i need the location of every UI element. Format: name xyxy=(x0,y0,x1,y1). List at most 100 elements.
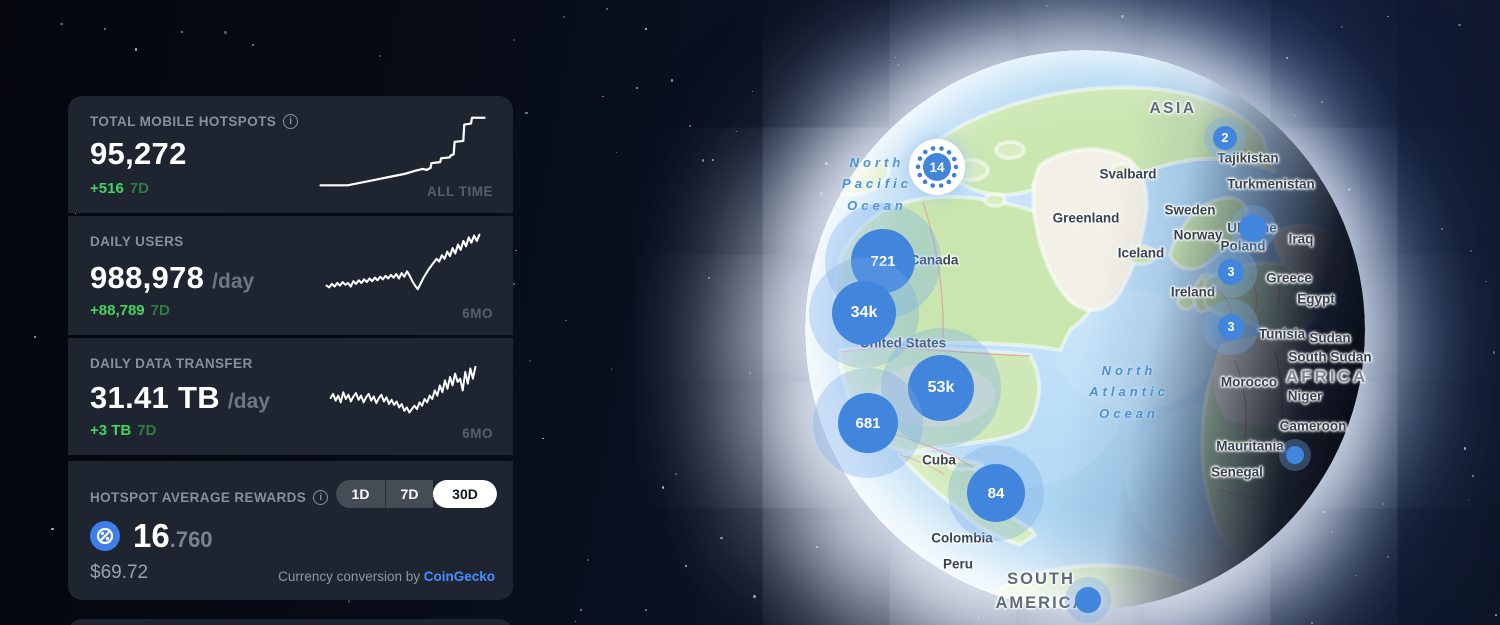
star xyxy=(252,44,255,47)
star xyxy=(615,151,618,153)
star xyxy=(1468,499,1470,502)
mobile-token-icon xyxy=(90,521,120,551)
star xyxy=(1485,281,1487,283)
toggle-1d[interactable]: 1D xyxy=(336,480,385,508)
star xyxy=(1381,502,1384,505)
cluster-marker-681[interactable]: 681 xyxy=(838,393,898,453)
cluster-marker-34k[interactable]: 34k xyxy=(832,281,896,345)
star xyxy=(753,595,757,598)
star xyxy=(675,473,677,475)
star xyxy=(671,79,674,82)
ocean-label-north-atlantic-ocean: North Atlantic Ocean xyxy=(1089,362,1169,421)
star xyxy=(563,16,566,18)
map-label-svalbard: Svalbard xyxy=(1099,166,1157,182)
reward-amount-int: 16 xyxy=(133,517,170,554)
unit-label: /day xyxy=(212,270,255,293)
star xyxy=(749,372,751,374)
coingecko-link[interactable]: CoinGecko xyxy=(423,569,495,584)
cluster-count: 14 xyxy=(923,153,951,181)
map-label-south-sudan: South Sudan xyxy=(1288,349,1372,365)
currency-attribution: Currency conversion by CoinGecko xyxy=(278,569,495,584)
toggle-7d[interactable]: 7D xyxy=(385,480,433,508)
star xyxy=(579,608,583,611)
star xyxy=(525,111,528,115)
reward-amount-frac: .760 xyxy=(169,527,213,552)
map-label-cuba: Cuba xyxy=(922,452,956,468)
star xyxy=(751,90,753,93)
cluster-marker-84[interactable]: 84 xyxy=(967,464,1025,522)
map-label-sweden: Sweden xyxy=(1164,202,1216,218)
daily-users-count: 988,978 xyxy=(90,260,205,295)
delta-period: 7D xyxy=(129,180,149,197)
star xyxy=(688,125,692,128)
star xyxy=(1472,474,1475,477)
star xyxy=(51,527,54,531)
star xyxy=(33,335,37,339)
delta-period: 7D xyxy=(137,422,157,439)
star xyxy=(1458,23,1461,26)
star xyxy=(1494,614,1497,617)
range-label: ALL TIME xyxy=(427,184,493,199)
star xyxy=(645,609,648,612)
card-title: TOTAL MOBILE HOTSPOTS xyxy=(90,114,277,129)
hotspot-dot-marker[interactable] xyxy=(1075,587,1101,613)
star xyxy=(1387,15,1389,18)
delta-value: +88,789 xyxy=(90,302,145,319)
star xyxy=(602,95,604,97)
star xyxy=(1120,15,1124,18)
star xyxy=(707,276,711,280)
card-title: DAILY DATA TRANSFER xyxy=(90,356,253,371)
card-daily-users: DAILY USERS 988,978 /day +88,789 7D 6MO xyxy=(68,216,513,335)
delta-value: +516 xyxy=(90,180,124,197)
map-label-mauritania: Mauritania xyxy=(1216,438,1284,454)
map-label-norway: Norway xyxy=(1173,227,1223,243)
info-icon[interactable]: i xyxy=(283,114,299,129)
map-label-asia: ASIA xyxy=(1149,100,1197,117)
toggle-30d[interactable]: 30D xyxy=(433,480,497,508)
star xyxy=(611,368,613,370)
range-label: 6MO xyxy=(462,306,493,321)
star xyxy=(1386,555,1389,558)
star xyxy=(1463,447,1467,451)
star xyxy=(512,283,516,286)
cluster-marker-2[interactable]: 2 xyxy=(1213,126,1237,150)
star xyxy=(512,38,516,42)
info-icon[interactable]: i xyxy=(313,490,329,505)
delta-value: +3 TB xyxy=(90,422,132,439)
daily-users-sparkline xyxy=(325,233,481,291)
card-partial-next xyxy=(68,619,513,625)
attribution-text: Currency conversion by xyxy=(278,569,420,584)
star xyxy=(378,55,381,58)
range-label: 6MO xyxy=(462,426,493,441)
map-label-senegal: Senegal xyxy=(1211,464,1263,480)
map-label-niger: Niger xyxy=(1287,388,1323,404)
map-label-ireland: Ireland xyxy=(1170,284,1216,300)
star xyxy=(685,564,687,567)
star xyxy=(134,48,138,51)
star xyxy=(1492,351,1496,354)
hotspot-dot-marker[interactable] xyxy=(1239,214,1267,242)
hotspots-count: 95,272 xyxy=(90,136,187,171)
map-label-sudan: Sudan xyxy=(1309,330,1351,346)
time-range-toggle: 1D 7D 30D xyxy=(336,480,497,508)
star xyxy=(528,359,531,362)
map-label-egypt: Egypt xyxy=(1297,291,1335,307)
star xyxy=(1046,5,1049,8)
map-label-tunisia: Tunisia xyxy=(1258,326,1306,342)
star xyxy=(661,486,665,489)
hotspot-dot-marker[interactable] xyxy=(1286,446,1304,464)
delta-period: 7D xyxy=(150,302,170,319)
star xyxy=(701,159,704,162)
map-label-iraq: Iraq xyxy=(1288,231,1314,247)
card-daily-data-transfer: DAILY DATA TRANSFER 31.41 TB /day +3 TB … xyxy=(68,338,513,455)
card-total-mobile-hotspots: TOTAL MOBILE HOTSPOTS i 95,272 +516 7D A… xyxy=(68,96,513,213)
cluster-marker-3[interactable]: 3 xyxy=(1218,259,1244,285)
unit-label: /day xyxy=(227,390,270,413)
cluster-marker-loading[interactable]: 14 xyxy=(909,139,965,195)
star xyxy=(1310,621,1314,625)
cluster-marker-3[interactable]: 3 xyxy=(1218,314,1244,340)
map-label-cameroon: Cameroon xyxy=(1279,418,1347,434)
map-label-greenland: Greenland xyxy=(1052,210,1120,226)
map-label-morocco: Morocco xyxy=(1220,374,1278,390)
map-label-iceland: Iceland xyxy=(1117,245,1165,261)
